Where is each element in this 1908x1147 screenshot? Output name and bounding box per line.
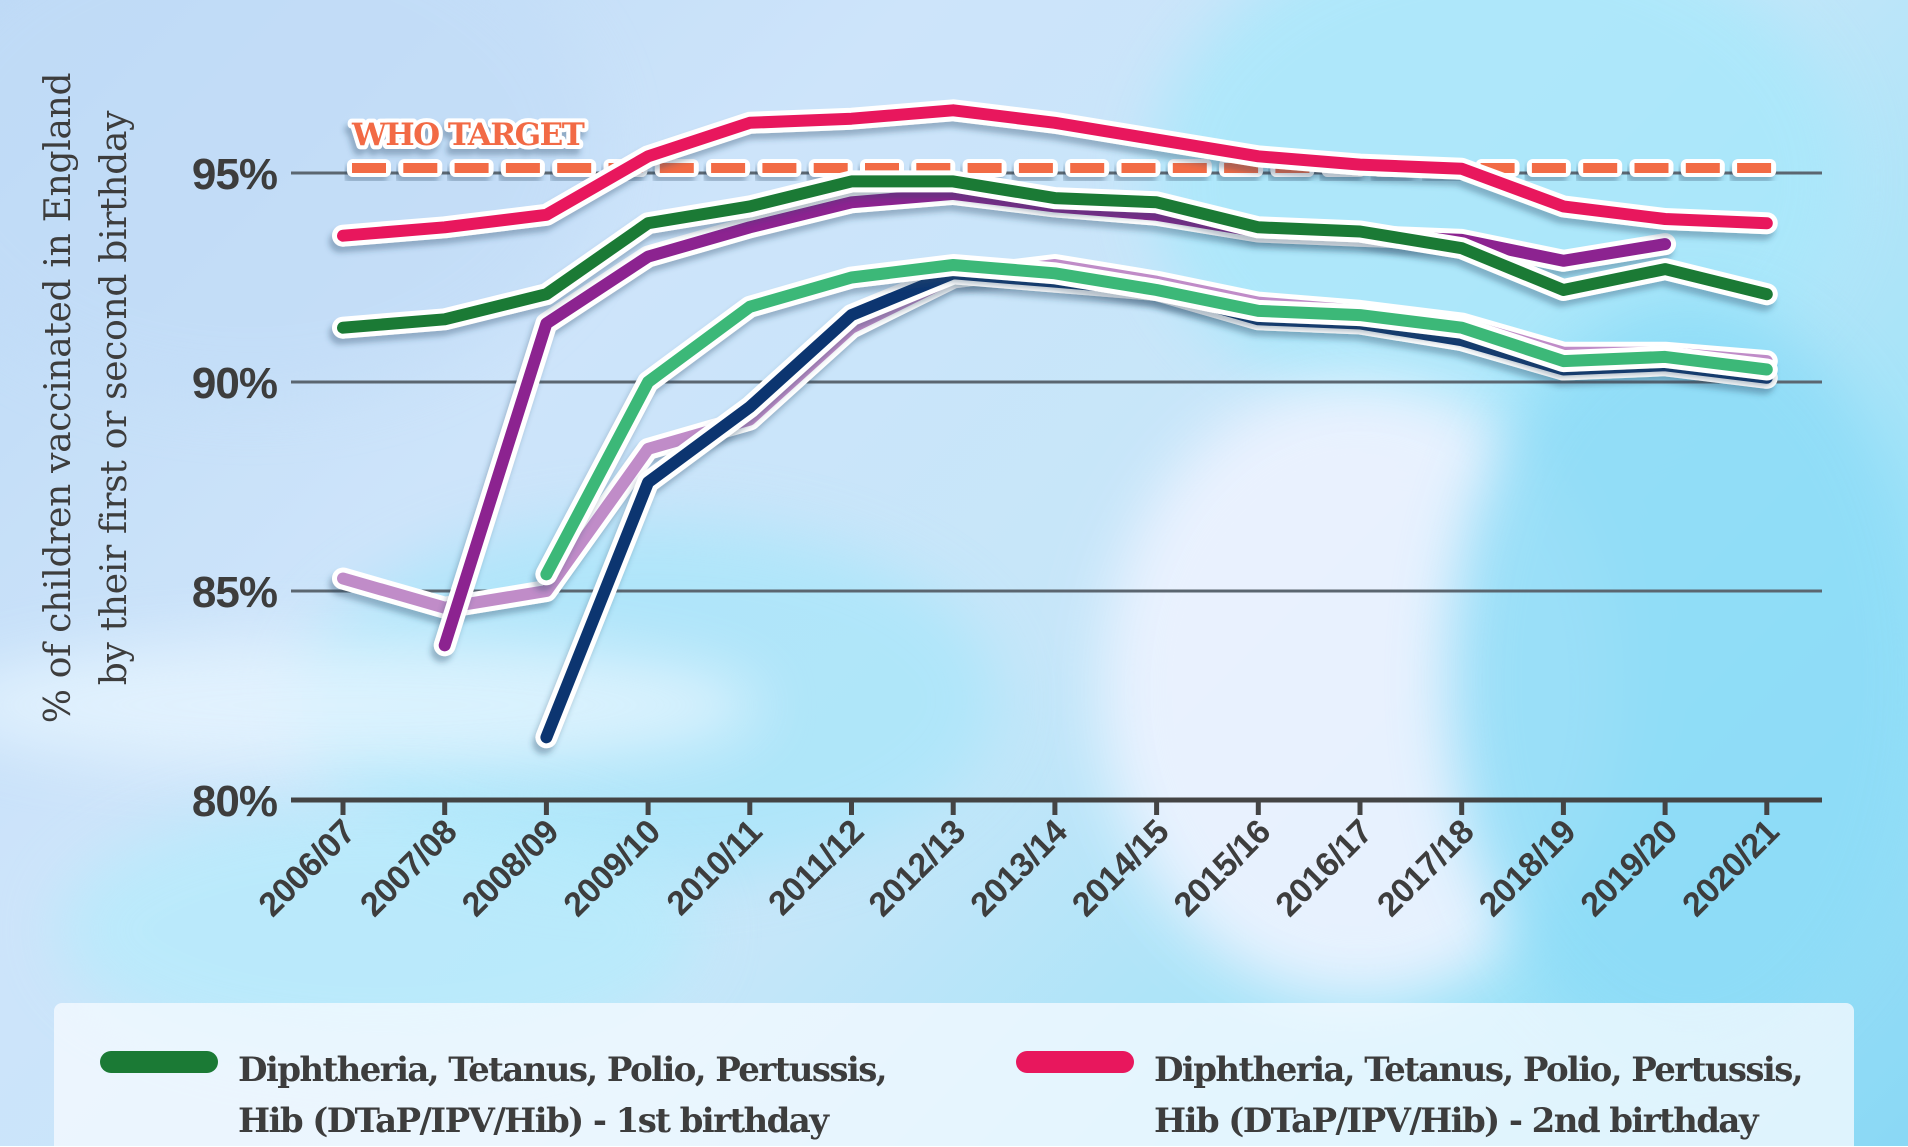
y-axis-title-line: by their first or second birthday [94, 110, 135, 685]
target-dash [403, 163, 438, 173]
legend-label-line1: Diphtheria, Tetanus, Polio, Pertussis, [1154, 1050, 1804, 1090]
target-dash [865, 163, 899, 173]
x-tick-label: 2010/11 [659, 813, 769, 923]
legend-label-line2: Hib (DTaP/IPV/Hib) - 2nd birthday [1154, 1101, 1759, 1141]
target-dash [505, 163, 540, 173]
y-tick-label: 85% [192, 568, 277, 617]
target-dash [1685, 163, 1720, 173]
target-dash [813, 163, 848, 173]
target-dash [711, 163, 746, 173]
x-tick-labels: 2006/072007/082008/092009/102010/112011/… [251, 812, 1786, 924]
x-tick-label: 2015/16 [1167, 813, 1278, 924]
x-tick-label: 2006/07 [251, 813, 362, 924]
target-dash [1172, 163, 1207, 173]
target-dash [1480, 163, 1515, 173]
series-dtap-2nd-birthday [332, 99, 1778, 247]
y-tick-label: 80% [192, 777, 277, 826]
legend: Diphtheria, Tetanus, Polio, Pertussis, H… [54, 1003, 1854, 1146]
background-syringe-shape [0, 640, 760, 770]
x-tick-label: 2012/13 [862, 813, 973, 924]
target-dash [1737, 163, 1772, 173]
target-dash [1531, 163, 1566, 173]
x-tick-label: 2013/14 [963, 812, 1075, 924]
target-dash [454, 163, 489, 173]
target-dash [1634, 163, 1669, 173]
legend-item-dtap-2nd-birthday: Diphtheria, Tetanus, Polio, Pertussis, H… [1016, 1045, 1804, 1147]
y-tick-labels: 80% 85% 90% 95% [192, 150, 278, 826]
x-tick-label: 2019/20 [1573, 813, 1684, 924]
series-light-green-series [535, 254, 1778, 586]
background-glove-shape-2 [1450, 300, 1908, 1060]
legend-swatch-green [100, 1051, 218, 1073]
target-dash [557, 163, 592, 173]
x-tick-label: 2016/17 [1268, 813, 1379, 924]
legend-item-dtap-1st-birthday: Diphtheria, Tetanus, Polio, Pertussis, H… [100, 1045, 888, 1147]
target-dash [967, 163, 1002, 173]
series-lines [332, 99, 1778, 749]
series-dtap-1st-birthday [332, 170, 1778, 339]
target-dash [762, 163, 797, 173]
y-axis-title: % of children vaccinated in England by th… [38, 73, 135, 724]
x-tick-label: 2009/10 [556, 813, 667, 924]
series-line [337, 175, 1773, 334]
target-dash [1121, 163, 1156, 173]
x-tick-label: 2011/12 [761, 813, 871, 923]
target-dash [1070, 163, 1105, 173]
legend-label: Diphtheria, Tetanus, Polio, Pertussis, H… [238, 1045, 888, 1147]
target-dash [1224, 163, 1259, 173]
legend-swatch-red [1016, 1051, 1134, 1073]
legend-label-line1: Diphtheria, Tetanus, Polio, Pertussis, [238, 1050, 888, 1090]
target-dash [352, 163, 386, 173]
series-line [540, 259, 1773, 581]
x-tick-label: 2018/19 [1472, 813, 1583, 924]
y-tick-label: 90% [192, 359, 277, 408]
legend-label: Diphtheria, Tetanus, Polio, Pertussis, H… [1154, 1045, 1804, 1147]
y-axis-title-line: % of children vaccinated in England [38, 73, 79, 724]
target-dash [1583, 163, 1618, 173]
target-dash [1018, 163, 1053, 173]
x-tick-label: 2014/15 [1065, 813, 1176, 924]
x-axis [291, 797, 1822, 815]
legend-label-line2: Hib (DTaP/IPV/Hib) - 1st birthday [238, 1101, 829, 1141]
x-tick-label: 2008/09 [455, 813, 566, 924]
target-dash [916, 163, 951, 173]
x-tick-label: 2007/08 [353, 813, 464, 924]
y-tick-label: 95% [192, 150, 277, 199]
x-tick-label: 2020/21 [1675, 813, 1786, 924]
who-target-label: WHO TARGET [351, 117, 585, 153]
x-tick-label: 2017/18 [1370, 813, 1481, 924]
target-dash [659, 163, 694, 173]
series-line [337, 104, 1773, 242]
